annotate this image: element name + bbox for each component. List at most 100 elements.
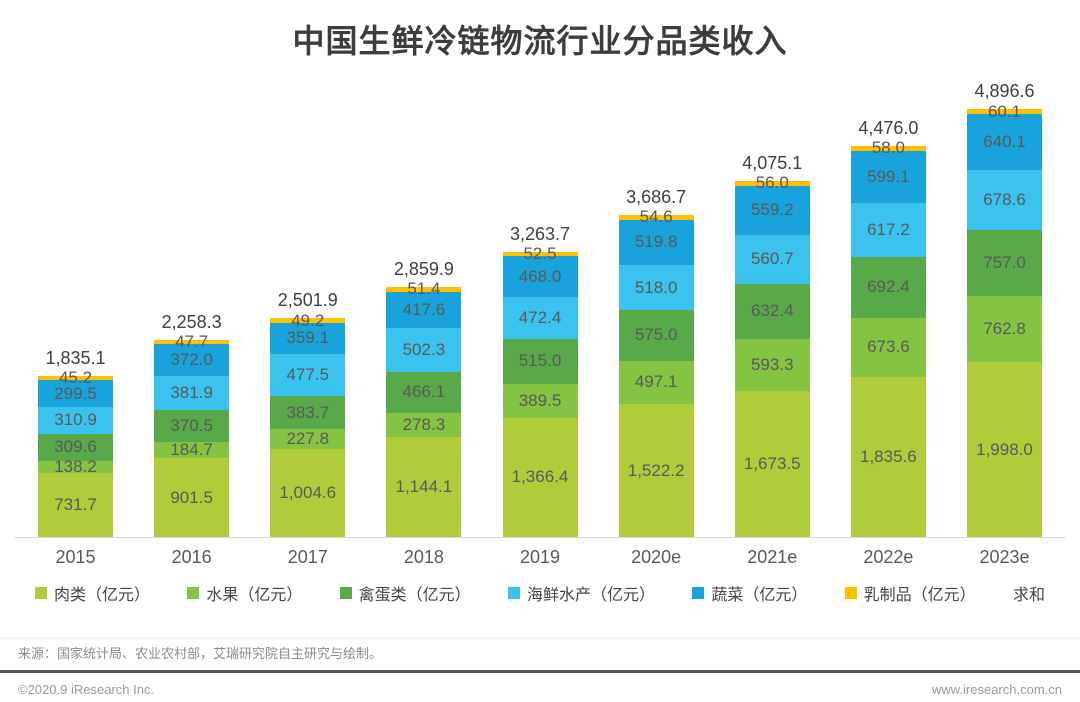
- bar-column-2021e: 4,075.1 56.0 559.2 560.7 632.4 593.3 1,673.5: [734, 153, 810, 537]
- legend-label-sum: 求和: [1012, 587, 1045, 604]
- bar-segment-label: 47.7: [175, 331, 209, 351]
- bar-segment-label: 1,673.5: [743, 453, 801, 473]
- bar-segment: 559.2: [734, 185, 810, 235]
- legend-item: 海鲜水产（亿元）: [507, 581, 655, 605]
- bar-segment: 56.0: [734, 173, 810, 192]
- bar-column-2016: 2,258.3 47.7 372.0 381.9 370.5 184.7 901.5: [154, 311, 230, 537]
- bar-segment-label: 673.6: [867, 337, 910, 357]
- bar-segment: 1,522.2: [618, 404, 694, 537]
- bar-segment: 52.5: [502, 244, 578, 263]
- bar-segment-label: 575.0: [634, 325, 678, 345]
- bar-segment: 138.2: [38, 457, 113, 476]
- bar-segment: 519.8: [618, 219, 694, 266]
- x-axis-label: 2018: [403, 546, 444, 567]
- bar-segment: 468.0: [502, 256, 578, 298]
- bar-segment-label: 359.1: [286, 328, 330, 348]
- legend-label: 乳制品（亿元）: [863, 587, 976, 604]
- bar-segment: 673.6: [850, 317, 926, 377]
- x-axis-label: 2020e: [631, 546, 682, 567]
- bar-segment: 310.9: [38, 406, 113, 434]
- bar-total-label: 3,686.7: [626, 186, 687, 207]
- bar-segment: 497.1: [618, 360, 694, 404]
- bar-segment: 1,366.4: [502, 417, 578, 537]
- bar-segment-label: 370.5: [170, 415, 213, 435]
- bar-total-label: 2,258.3: [161, 311, 222, 332]
- bar-total-label: 1,835.1: [45, 348, 106, 369]
- x-axis-label: 2022e: [863, 546, 914, 567]
- bar-segment: 593.3: [734, 338, 810, 391]
- bar-segment-label: 497.1: [634, 372, 678, 392]
- bar-total-label: 2,859.9: [393, 259, 454, 280]
- bar-segment: 49.2: [270, 311, 346, 330]
- bar-segment-label: 1,144.1: [395, 477, 453, 496]
- bar-segment-label: 559.2: [750, 200, 794, 220]
- bar-segment-label: 731.7: [54, 495, 97, 514]
- bar-segment: 60.1: [967, 102, 1042, 121]
- bar-segment: 372.0: [154, 343, 230, 377]
- bar-segment: 678.6: [967, 170, 1042, 230]
- bar-segment-label: 472.4: [518, 307, 562, 327]
- legend-item: 禽蛋类（亿元）: [339, 581, 471, 605]
- bar-stack: 58.0 599.1 617.2 692.4 673.6 1,835.6: [850, 138, 926, 537]
- bar-segment: 502.3: [386, 328, 462, 373]
- bar-segment-label: 632.4: [750, 301, 794, 321]
- x-axis-label: 2016: [171, 546, 212, 567]
- bar-segment-label: 502.3: [402, 340, 446, 360]
- bar-segment: 47.7: [154, 332, 230, 351]
- legend-item: 肉类（亿元）: [35, 581, 150, 605]
- x-axis-label: 2023e: [979, 546, 1030, 567]
- bar-segment-label: 56.0: [755, 173, 789, 193]
- bar-stack: 56.0 559.2 560.7 632.4 593.3 1,673.5: [734, 173, 810, 537]
- bar-segment: 1,673.5: [734, 390, 810, 537]
- source-note: 来源：国家统计局、农业农村部，艾瑞研究院自主研究与绘制。: [0, 638, 1080, 670]
- bar-column-2023e: 4,896.6 60.1 640.1 678.6 757.0 762.8 1,998.0: [967, 81, 1042, 537]
- bar-segment-label: 757.0: [983, 252, 1026, 272]
- bar-segment-label: 52.5: [523, 244, 557, 264]
- bar-segment: 54.6: [618, 207, 694, 226]
- bar-segment: 515.0: [502, 338, 578, 384]
- bar-segment-label: 678.6: [983, 189, 1026, 209]
- bar-column-2022e: 4,476.0 58.0 599.1 617.2 692.4 673.6 1,835.6: [850, 118, 926, 537]
- bar-segment: 45.2: [38, 368, 113, 387]
- bar-segment: 1,998.0: [967, 362, 1042, 537]
- bar-segment: 227.8: [270, 429, 346, 450]
- bar-segment-label: 640.1: [983, 132, 1026, 152]
- bar-segment: 1,835.6: [850, 376, 926, 537]
- bar-segment-label: 1,835.6: [860, 446, 917, 466]
- legend-item: 水果（亿元）: [187, 581, 302, 605]
- bar-segment: 901.5: [154, 458, 230, 537]
- bar-segment-label: 60.1: [987, 101, 1022, 121]
- bar-segment: 692.4: [850, 257, 926, 318]
- bar-segment-label: 54.6: [639, 207, 673, 227]
- copyright-text: ©2020.9 iResearch Inc.: [18, 682, 155, 697]
- bar-segment: 599.1: [850, 150, 926, 204]
- bar-segment: 381.9: [154, 376, 230, 410]
- bar-segment: 757.0: [967, 229, 1042, 296]
- bar-segment: 560.7: [734, 234, 810, 284]
- legend-label: 蔬菜（亿元）: [711, 587, 808, 604]
- bar-segment-label: 1,998.0: [976, 439, 1033, 459]
- bar-segment-label: 278.3: [402, 414, 446, 434]
- bar-stack: 45.2 299.5 310.9 309.6 138.2 731.7: [38, 368, 113, 537]
- bar-segment-label: 309.6: [54, 437, 97, 457]
- bar-segment: 762.8: [967, 295, 1042, 363]
- bar-segment-label: 1,366.4: [511, 467, 569, 487]
- bar-segment-label: 389.5: [518, 390, 562, 410]
- bar-segment: 472.4: [502, 297, 578, 339]
- bar-segment-label: 599.1: [867, 167, 910, 187]
- bar-stack: 49.2 359.1 477.5 383.7 227.8 1,004.6: [270, 311, 346, 537]
- bar-segment: 299.5: [38, 380, 113, 407]
- bar-column-2018: 2,859.9 51.4 417.6 502.3 466.1 278.3 1,144.1: [386, 259, 462, 537]
- bar-column-2019: 3,263.7 52.5 468.0 472.4 515.0 389.5 1,366.4: [502, 224, 578, 537]
- chart-title: 中国生鲜冷链物流行业分品类收入: [292, 23, 788, 59]
- bar-segment-label: 310.9: [54, 410, 97, 430]
- legend-item-sum: 求和: [1013, 581, 1045, 605]
- legend-label: 海鲜水产（亿元）: [526, 587, 655, 604]
- bar-segment-label: 51.4: [407, 279, 441, 299]
- bar-segment: 383.7: [270, 395, 346, 430]
- bar-segment: 617.2: [850, 203, 926, 258]
- bar-segment: 278.3: [386, 412, 462, 437]
- legend-swatch: [187, 587, 200, 599]
- bar-stack: 51.4 417.6 502.3 466.1 278.3 1,144.1: [386, 279, 462, 537]
- footer-divider: [0, 670, 1080, 673]
